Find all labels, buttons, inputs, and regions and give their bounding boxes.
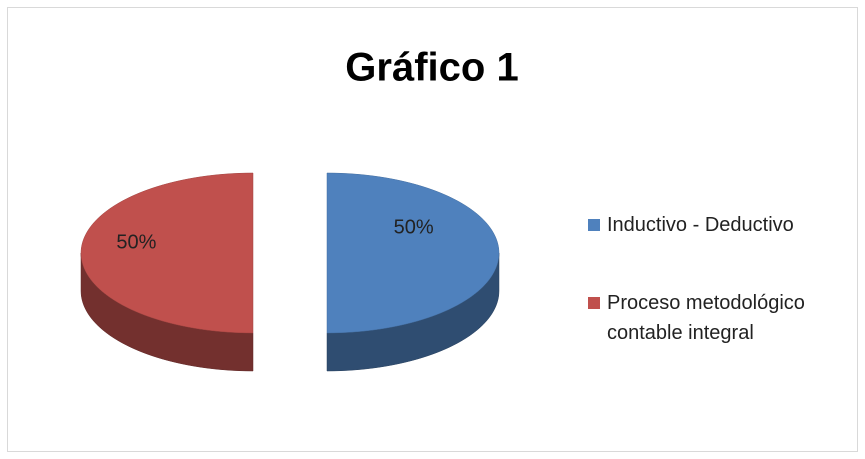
pie-slice (80, 172, 254, 334)
legend-entry: Inductivo - Deductivo (588, 210, 858, 240)
pie-slice (326, 172, 500, 334)
legend-entry: Proceso metodológico contable integral (588, 288, 853, 348)
legend-swatch (588, 297, 600, 309)
legend-swatch (588, 219, 600, 231)
data-label: 50% (116, 231, 156, 253)
legend-label: Proceso metodológico contable integral (607, 292, 805, 344)
legend-label: Inductivo - Deductivo (607, 214, 794, 236)
chart-title: Gráfico 1 (345, 46, 518, 90)
data-label: 50% (394, 216, 434, 238)
